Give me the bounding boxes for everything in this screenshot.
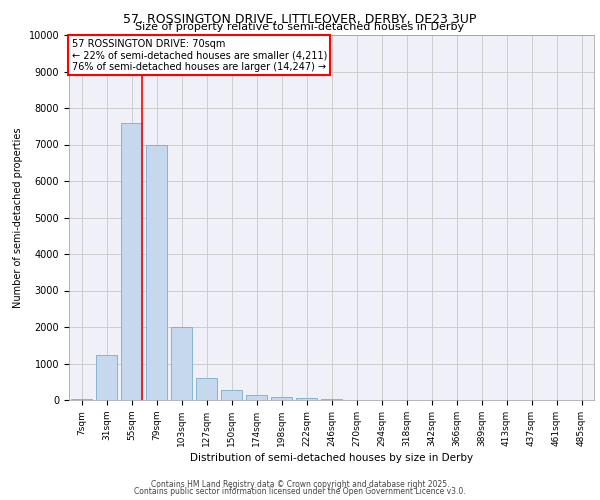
Bar bbox=[271, 397, 292, 400]
Bar bbox=[221, 390, 242, 400]
Bar bbox=[246, 396, 267, 400]
Bar bbox=[296, 398, 317, 400]
Text: Size of property relative to semi-detached houses in Derby: Size of property relative to semi-detach… bbox=[136, 22, 464, 32]
Bar bbox=[321, 398, 342, 400]
Bar bbox=[146, 144, 167, 400]
Text: 57 ROSSINGTON DRIVE: 70sqm
← 22% of semi-detached houses are smaller (4,211)
76%: 57 ROSSINGTON DRIVE: 70sqm ← 22% of semi… bbox=[71, 38, 327, 72]
Bar bbox=[96, 356, 117, 400]
Bar bbox=[171, 327, 192, 400]
Y-axis label: Number of semi-detached properties: Number of semi-detached properties bbox=[13, 127, 23, 308]
Text: Contains HM Land Registry data © Crown copyright and database right 2025.: Contains HM Land Registry data © Crown c… bbox=[151, 480, 449, 489]
Text: Contains public sector information licensed under the Open Government Licence v3: Contains public sector information licen… bbox=[134, 487, 466, 496]
Bar bbox=[196, 378, 217, 400]
Text: 57, ROSSINGTON DRIVE, LITTLEOVER, DERBY, DE23 3UP: 57, ROSSINGTON DRIVE, LITTLEOVER, DERBY,… bbox=[124, 12, 476, 26]
Bar bbox=[71, 399, 92, 400]
Bar bbox=[121, 122, 142, 400]
X-axis label: Distribution of semi-detached houses by size in Derby: Distribution of semi-detached houses by … bbox=[190, 453, 473, 463]
